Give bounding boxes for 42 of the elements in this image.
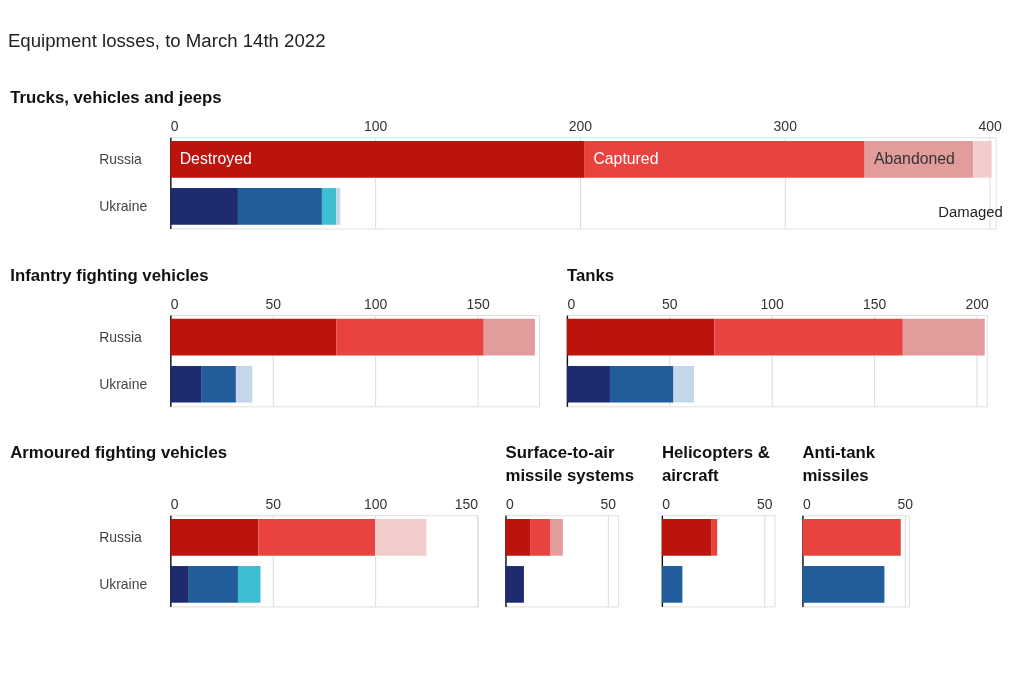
x-tick-label: 150 bbox=[466, 296, 490, 313]
chart-title: Anti-tank missiles bbox=[802, 443, 876, 485]
chart-title: Helicopters & aircraft bbox=[661, 443, 770, 485]
y-tick-label: Russia bbox=[99, 328, 143, 345]
x-tick-label: 50 bbox=[897, 496, 914, 513]
x-tick-label: 0 bbox=[170, 496, 179, 513]
x-tick-label: 100 bbox=[363, 496, 388, 513]
x-tick-label: 0 bbox=[170, 118, 179, 135]
series-label: Captured bbox=[593, 150, 659, 168]
x-tick-label: 200 bbox=[568, 118, 593, 135]
x-tick-label: 0 bbox=[802, 496, 811, 513]
x-tick-label: 0 bbox=[170, 296, 179, 313]
chart-title: Tanks bbox=[566, 265, 615, 285]
series-label: Destroyed bbox=[179, 150, 252, 168]
x-tick-label: 150 bbox=[862, 296, 887, 313]
x-tick-label: 300 bbox=[773, 118, 798, 135]
y-tick-label: Russia bbox=[99, 151, 143, 168]
x-tick-label: 150 bbox=[454, 496, 479, 513]
series-label: Damaged bbox=[938, 203, 1003, 220]
chart-title: Armoured fighting vehicles bbox=[10, 443, 228, 463]
x-tick-label: 100 bbox=[760, 296, 785, 313]
chart-title: Surface-to-air missile systems bbox=[505, 443, 635, 485]
x-tick-label: 50 bbox=[265, 496, 282, 513]
x-tick-label: 0 bbox=[505, 496, 514, 513]
x-tick-label: 50 bbox=[600, 496, 617, 513]
text: Equipment losses, to March 14th 2022 bbox=[7, 29, 326, 51]
x-tick-label: 100 bbox=[363, 118, 388, 135]
y-tick-label: Ukraine bbox=[99, 576, 148, 593]
x-tick-label: 0 bbox=[567, 296, 576, 313]
x-tick-label: 100 bbox=[363, 296, 388, 313]
series-label: Abandoned bbox=[873, 150, 955, 168]
chart-title: Trucks, vehicles and jeeps bbox=[10, 87, 222, 107]
y-tick-label: Ukraine bbox=[99, 198, 148, 215]
y-tick-label: Russia bbox=[99, 529, 143, 546]
x-tick-label: 0 bbox=[662, 496, 671, 513]
x-tick-label: 200 bbox=[965, 296, 989, 313]
x-tick-label: 50 bbox=[757, 496, 773, 513]
x-tick-label: 400 bbox=[978, 118, 1002, 135]
y-tick-label: Ukraine bbox=[99, 375, 148, 392]
x-tick-label: 50 bbox=[662, 296, 678, 313]
x-tick-label: 50 bbox=[265, 296, 282, 313]
chart-title: Infantry fighting vehicles bbox=[10, 265, 209, 285]
